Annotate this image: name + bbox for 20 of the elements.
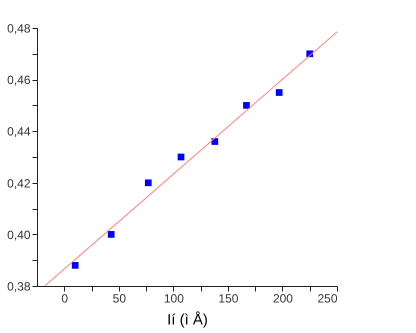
- y-tick-label: 0,38: [7, 280, 31, 294]
- point: [178, 154, 184, 160]
- y-tick-label: 0,48: [7, 22, 31, 36]
- point: [243, 102, 250, 109]
- point: [211, 138, 218, 145]
- x-tick-label: 150: [218, 292, 239, 306]
- y-tick-label: 0,40: [7, 228, 31, 242]
- x-tick-label: 200: [272, 292, 294, 306]
- x-tick-label: 250: [317, 292, 338, 306]
- y-tick-label: 0,46: [7, 73, 31, 88]
- point: [108, 231, 115, 238]
- y-tick-label: 0,44: [7, 124, 31, 139]
- point: [72, 262, 79, 269]
- x-tick-label: 0: [61, 292, 68, 306]
- y-tick-label: 0,42: [7, 176, 31, 190]
- point: [276, 89, 283, 96]
- point: [144, 179, 152, 186]
- x-tick-label: 50: [112, 292, 126, 306]
- x-tick-label: 100: [164, 292, 184, 306]
- x-axis-title: Ií (ì Å): [167, 310, 208, 328]
